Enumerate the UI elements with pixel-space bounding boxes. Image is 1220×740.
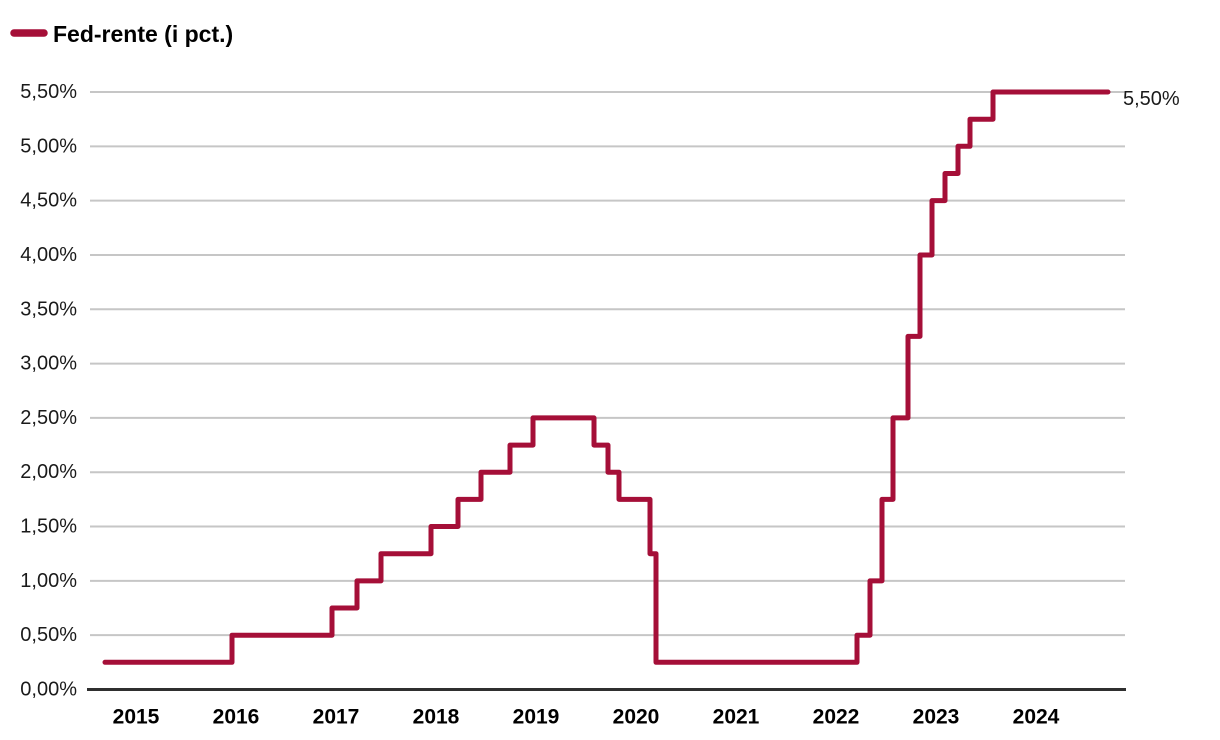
y-tick-label: 1,00% bbox=[20, 570, 77, 592]
y-tick-label: 0,00% bbox=[20, 679, 77, 701]
end-value-label: 5,50% bbox=[1123, 88, 1180, 110]
x-tick-label: 2016 bbox=[213, 706, 260, 729]
y-tick-label: 3,50% bbox=[20, 298, 77, 320]
legend-label: Fed-rente (i pct.) bbox=[53, 21, 233, 47]
y-tick-label: 4,00% bbox=[20, 244, 77, 266]
x-tick-label: 2015 bbox=[113, 706, 160, 729]
y-tick-label: 5,50% bbox=[20, 81, 77, 103]
x-tick-label: 2019 bbox=[513, 706, 560, 729]
y-tick-label: 5,00% bbox=[20, 135, 77, 157]
x-tick-label: 2022 bbox=[813, 706, 860, 729]
x-tick-label: 2023 bbox=[913, 706, 960, 729]
x-tick-label: 2024 bbox=[1013, 706, 1060, 729]
x-tick-label: 2018 bbox=[413, 706, 460, 729]
y-tick-label: 2,00% bbox=[20, 461, 77, 483]
x-tick-label: 2017 bbox=[313, 706, 360, 729]
y-tick-label: 3,00% bbox=[20, 353, 77, 375]
y-tick-label: 0,50% bbox=[20, 624, 77, 646]
x-axis-labels: 2015 2016 2017 2018 2019 2020 2021 2022 2023 2024 bbox=[113, 706, 1060, 729]
x-tick-label: 2021 bbox=[713, 706, 760, 729]
legend: Fed-rente (i pct.) bbox=[10, 21, 233, 47]
y-tick-label: 2,50% bbox=[20, 407, 77, 429]
gridlines bbox=[90, 91, 1125, 637]
y-tick-label: 1,50% bbox=[20, 516, 77, 538]
fed-rate-step-line bbox=[102, 89, 1111, 665]
y-tick-label: 4,50% bbox=[20, 190, 77, 212]
y-axis-labels: 0,00% 0,50% 1,00% 1,50% 2,00% 2,50% 3,00% 3,50%… bbox=[20, 81, 77, 701]
x-tick-label: 2020 bbox=[613, 706, 660, 729]
